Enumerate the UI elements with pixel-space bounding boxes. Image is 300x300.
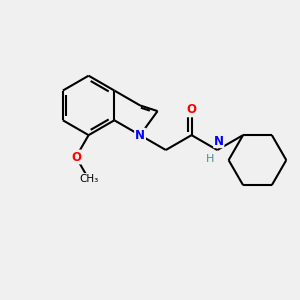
Text: CH₃: CH₃ [79,174,98,184]
Text: N: N [214,135,224,148]
Text: N: N [135,129,145,142]
Text: O: O [71,151,81,164]
Text: O: O [187,103,196,116]
Text: H: H [206,154,214,164]
